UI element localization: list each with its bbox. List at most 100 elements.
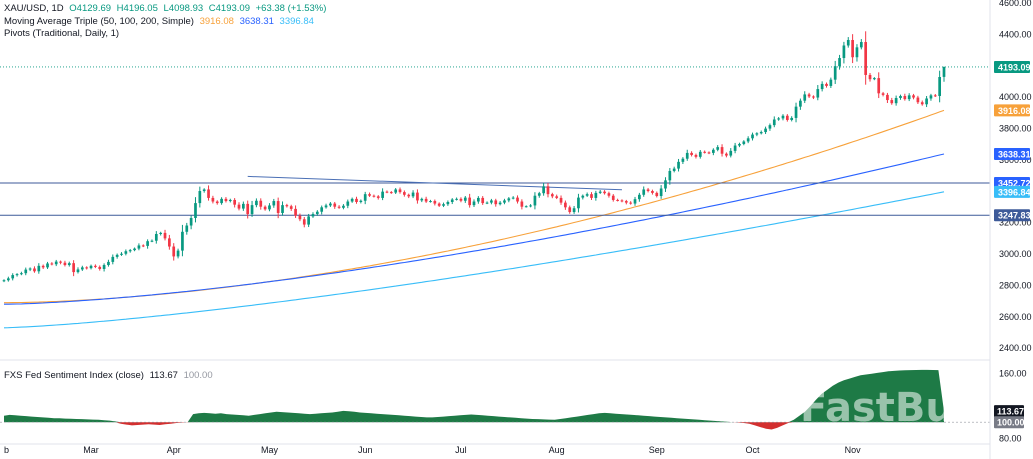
price-badge[interactable]: 3916.08 (994, 104, 1031, 117)
candle-body (289, 206, 293, 209)
candle (481, 196, 485, 205)
candle-body (398, 189, 402, 193)
ma-legend[interactable]: Moving Average Triple (50, 100, 200, Sim… (4, 16, 317, 27)
candle (694, 153, 698, 159)
candle-body (41, 265, 45, 268)
candle (829, 77, 833, 89)
candle-body (764, 128, 767, 133)
candle-body (403, 192, 406, 195)
candle-body (89, 265, 93, 269)
candle-body (189, 217, 193, 226)
candle (389, 191, 393, 194)
price-badge-text: 4193.09 (998, 62, 1031, 72)
candle-body (407, 194, 411, 197)
candle (659, 185, 663, 199)
candle (455, 197, 458, 201)
price-badge[interactable]: 3247.83 (994, 209, 1031, 222)
candle-body (651, 191, 654, 193)
candle (864, 31, 868, 85)
candle-body (624, 201, 628, 203)
candle (716, 145, 720, 152)
trendline[interactable] (247, 175, 622, 191)
price-badge[interactable]: 4193.09 (994, 60, 1031, 73)
price-badge[interactable]: 3396.84 (994, 185, 1031, 198)
candle-body (459, 198, 463, 201)
candle-body (215, 201, 219, 204)
candle-body (389, 192, 393, 194)
candle-body (655, 192, 659, 197)
sentiment-badge-bg (994, 405, 1024, 418)
price-tick-label: 2600.00 (999, 312, 1032, 322)
candle-body (568, 207, 572, 213)
candle (7, 276, 10, 282)
candle-body (572, 208, 576, 213)
candle-body (646, 189, 650, 192)
candle (220, 197, 223, 205)
candle-body (733, 145, 737, 151)
candle (785, 114, 789, 122)
candle (115, 253, 119, 259)
candle-body (185, 225, 189, 232)
candle-body (664, 180, 667, 189)
candle (585, 192, 589, 197)
candle-body (490, 200, 493, 203)
candle (94, 264, 97, 269)
candle-body (925, 98, 928, 105)
candle (690, 151, 693, 157)
candle (450, 198, 454, 205)
sentiment-legend[interactable]: FXS Fed Sentiment Index (close) 113.67 1… (4, 370, 216, 381)
candle-body (146, 241, 149, 246)
candle (146, 239, 149, 249)
symbol-header[interactable]: XAU/USD, 1D O4129.69 H4196.05 L4098.93 C… (4, 3, 329, 14)
candle (54, 259, 58, 267)
candle-body (611, 195, 615, 200)
candle (929, 93, 933, 101)
candle (738, 142, 741, 148)
sentiment-label[interactable]: FXS Fed Sentiment Index (close) (4, 370, 144, 381)
symbol-label[interactable]: XAU/USD, 1D (4, 3, 64, 14)
candle (503, 198, 506, 205)
candle (337, 205, 341, 209)
candle (72, 260, 75, 277)
pivots-label[interactable]: Pivots (Traditional, Daily, 1) (4, 28, 120, 39)
price-tick-label: 3600.00 (999, 155, 1032, 165)
candle (176, 248, 180, 259)
candle (276, 197, 280, 219)
candle-body (255, 200, 258, 206)
candle (720, 144, 724, 157)
sentiment-tick-label: 160.00 (999, 369, 1027, 379)
candle-body (37, 265, 41, 272)
sentiment-badge[interactable]: 100.00 (994, 416, 1025, 429)
candle-body (207, 189, 210, 198)
candle (655, 191, 659, 198)
price-badge[interactable]: 3638.31 (994, 147, 1031, 160)
time-axis[interactable]: b Mar Apr May Jun Jul Aug Sep Oct Nov (4, 445, 861, 455)
candle-body (511, 197, 515, 199)
candle-body (202, 189, 206, 192)
price-axis[interactable]: 4600.00 4400.00 4000.00 3800.00 3600.00 3200.… (994, 0, 1032, 443)
ma-label[interactable]: Moving Average Triple (50, 100, 200, Sim… (4, 16, 194, 27)
candle (590, 192, 593, 200)
candle (859, 39, 863, 50)
candle-body (224, 198, 228, 202)
pivots-legend[interactable]: Pivots (Traditional, Daily, 1) (4, 28, 122, 39)
candle (712, 148, 715, 156)
candle (433, 199, 437, 206)
candle (672, 166, 676, 173)
candle (324, 203, 328, 209)
price-tick-label: 3200.00 (999, 218, 1032, 228)
candle-body (346, 201, 350, 206)
candle-body (781, 115, 785, 119)
sentiment-badge[interactable]: 113.67 (994, 405, 1024, 418)
candle-body (546, 186, 550, 195)
candle (790, 116, 794, 122)
sentiment-baseline: 100.00 (183, 370, 213, 381)
candle (46, 261, 49, 269)
candle (76, 267, 80, 274)
candle (350, 197, 354, 203)
candle-body (433, 201, 437, 204)
candle-body (463, 197, 467, 201)
candle-body (446, 201, 450, 205)
candle (607, 191, 611, 198)
